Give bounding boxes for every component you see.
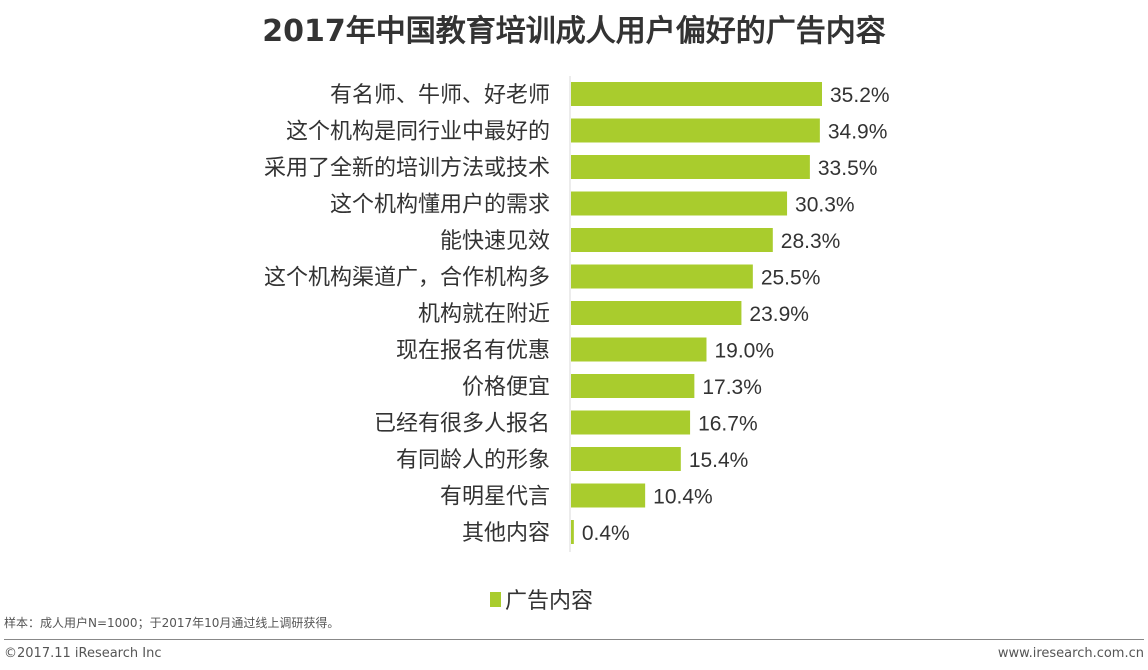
bar (571, 483, 646, 508)
data-label: 19.0% (714, 340, 774, 363)
bar-chart: 有名师、牛师、好老师 35.2% 这个机构是同行业中最好的 34.9% 采用了全新的培训… (264, 76, 890, 552)
category-label: 现在报名有优惠 (396, 339, 550, 364)
legend-swatch (490, 591, 501, 607)
legend: 广告内容 (490, 583, 593, 615)
bar (571, 228, 773, 252)
bar (571, 447, 681, 471)
chart-title: 2017年中国教育培训成人用户偏好的广告内容 (262, 14, 886, 49)
footer-divider (4, 639, 1144, 640)
data-label: 33.5% (818, 157, 878, 180)
category-label: 机构就在附近 (418, 302, 550, 327)
data-label: 15.4% (689, 449, 749, 472)
bar (571, 82, 822, 106)
data-label: 28.3% (781, 230, 841, 253)
bar (571, 118, 820, 143)
data-label: 34.9% (828, 121, 888, 144)
category-label: 采用了全新的培训方法或技术 (264, 156, 550, 181)
data-label: 16.7% (698, 413, 758, 436)
bar (571, 520, 574, 544)
copyright: ©2017.11 iResearch Inc (4, 646, 162, 661)
sample-note: 样本：成人用户N=1000；于2017年10月通过线上调研获得。 (4, 616, 340, 630)
bar (571, 374, 695, 398)
data-label: 25.5% (761, 267, 821, 290)
bar (571, 191, 788, 216)
category-label: 价格便宜 (462, 375, 550, 400)
bar (571, 264, 753, 289)
category-label: 这个机构渠道广，合作机构多 (264, 266, 550, 291)
bar (571, 337, 707, 362)
website: www.iresearch.com.cn (997, 646, 1144, 661)
category-label: 有明星代言 (440, 485, 550, 510)
data-label: 17.3% (702, 376, 762, 399)
category-label: 有名师、牛师、好老师 (330, 83, 550, 108)
bar (571, 410, 691, 435)
data-label: 30.3% (795, 194, 855, 217)
category-label: 能快速见效 (440, 229, 550, 254)
data-label: 10.4% (653, 486, 713, 509)
category-label: 这个机构是同行业中最好的 (286, 120, 550, 145)
bar (571, 301, 742, 325)
category-label: 已经有很多人报名 (374, 412, 550, 437)
category-label: 其他内容 (462, 521, 550, 546)
data-label: 0.4% (582, 522, 630, 545)
data-label: 35.2% (830, 84, 890, 107)
category-label: 有同龄人的形象 (396, 448, 550, 473)
bar (571, 155, 810, 179)
legend-label: 广告内容 (505, 589, 594, 614)
category-label: 这个机构懂用户的需求 (330, 193, 550, 218)
data-label: 23.9% (749, 303, 809, 326)
